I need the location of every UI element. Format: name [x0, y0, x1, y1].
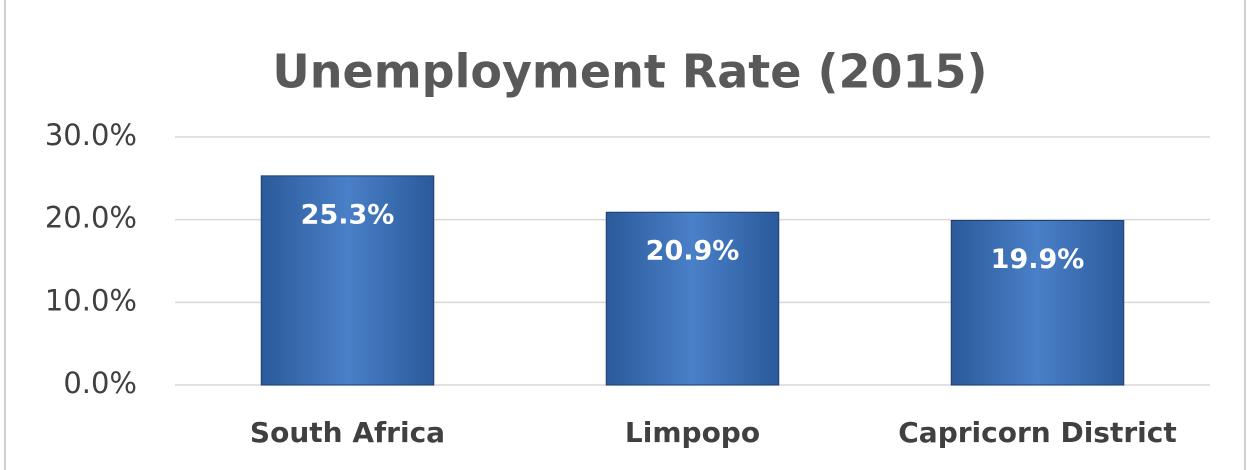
data-label: 19.9%	[991, 244, 1085, 275]
data-label: 20.9%	[646, 236, 740, 267]
data-label: 25.3%	[301, 199, 395, 230]
bar	[605, 211, 780, 386]
x-tick-label: South Africa	[250, 416, 445, 449]
chart-title: Unemployment Rate (2015)	[272, 45, 987, 99]
x-tick-label: Limpopo	[625, 416, 760, 449]
bar	[950, 219, 1125, 386]
y-tick-label: 10.0%	[45, 283, 137, 317]
y-tick-label: 30.0%	[45, 118, 137, 152]
y-tick-label: 20.0%	[45, 201, 137, 235]
x-tick-label: Capricorn District	[898, 416, 1177, 449]
bar	[260, 175, 435, 386]
y-tick-label: 0.0%	[63, 366, 137, 400]
